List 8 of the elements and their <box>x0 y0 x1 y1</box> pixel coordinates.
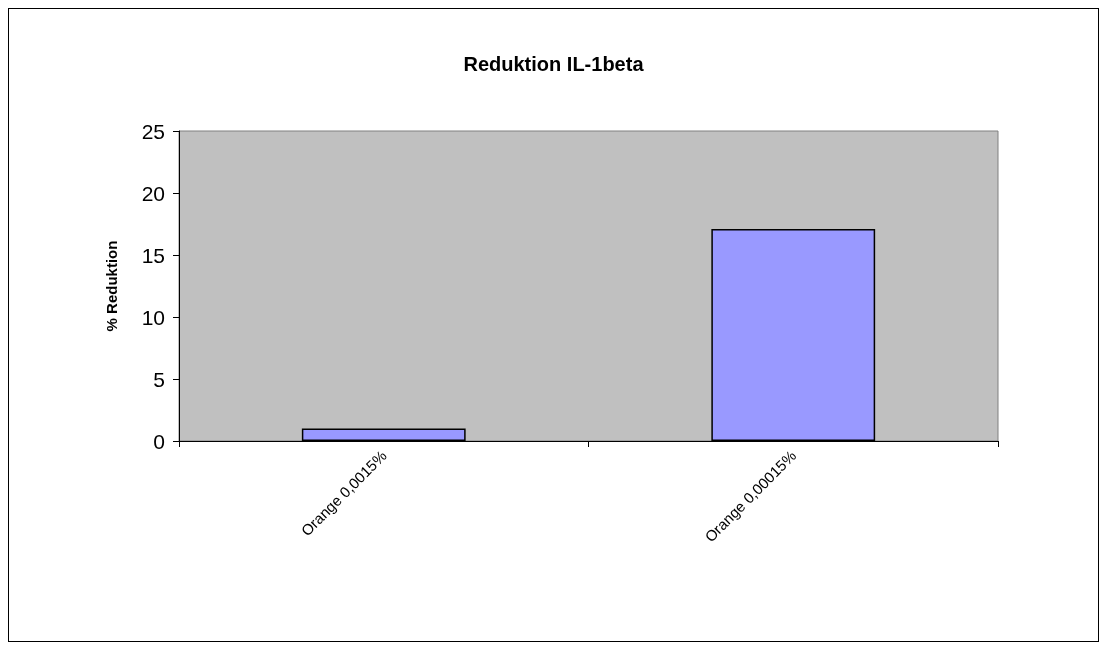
chart-title: Reduktion IL-1beta <box>463 53 645 75</box>
y-axis-title: % Reduktion <box>103 240 120 332</box>
y-tick-label: 10 <box>141 305 165 329</box>
y-tick-label: 15 <box>141 243 165 267</box>
y-tick-label: 5 <box>153 367 165 391</box>
y-tick-label: 25 <box>141 119 165 143</box>
y-tick-label: 20 <box>141 181 165 205</box>
y-tick-label: 0 <box>153 429 165 453</box>
